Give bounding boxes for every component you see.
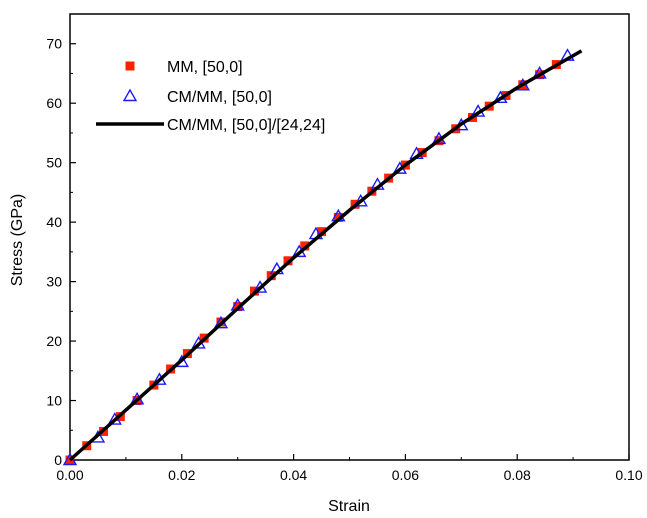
y-axis-title: Stress (GPa) xyxy=(9,194,26,286)
data-point xyxy=(333,212,343,222)
y-tick-label: 50 xyxy=(46,155,62,171)
y-tick-label: 10 xyxy=(46,393,62,409)
y-tick-label: 70 xyxy=(46,36,62,52)
legend-label: CM/MM, [50,0] xyxy=(167,89,272,106)
y-tick-label: 20 xyxy=(46,333,62,349)
data-point xyxy=(300,241,310,251)
series-layer xyxy=(62,48,583,466)
y-tick-label: 60 xyxy=(46,95,62,111)
series-line xyxy=(68,49,583,462)
x-tick-label: 0.00 xyxy=(56,467,83,483)
x-axis-title: Strain xyxy=(328,498,370,515)
legend-label: MM, [50,0] xyxy=(167,59,243,76)
y-tick-label: 0 xyxy=(54,452,62,468)
x-tick-label: 0.06 xyxy=(392,467,419,483)
y-tick-label: 30 xyxy=(46,274,62,290)
data-point xyxy=(266,271,276,281)
plot-frame xyxy=(69,13,630,461)
axis-ticks: 0.00 0.02 0.04 0.06 0.08 0.10 0 10 20 30 40 50 60 70 xyxy=(46,13,643,483)
x-tick-label: 0.08 xyxy=(504,467,531,483)
x-tick-label: 0.10 xyxy=(615,467,642,483)
data-point xyxy=(317,227,327,237)
legend: MM, [50,0] CM/MM, [50,0] CM/MM, [50,0]/[24… xyxy=(96,59,325,134)
x-tick-label: 0.02 xyxy=(168,467,195,483)
legend-swatch xyxy=(122,88,138,102)
legend-swatch xyxy=(125,61,135,71)
plot-area-border xyxy=(69,13,630,461)
y-tick-label: 40 xyxy=(46,214,62,230)
x-tick-label: 0.04 xyxy=(280,467,307,483)
legend-label: CM/MM, [50,0]/[24,24] xyxy=(167,117,325,134)
